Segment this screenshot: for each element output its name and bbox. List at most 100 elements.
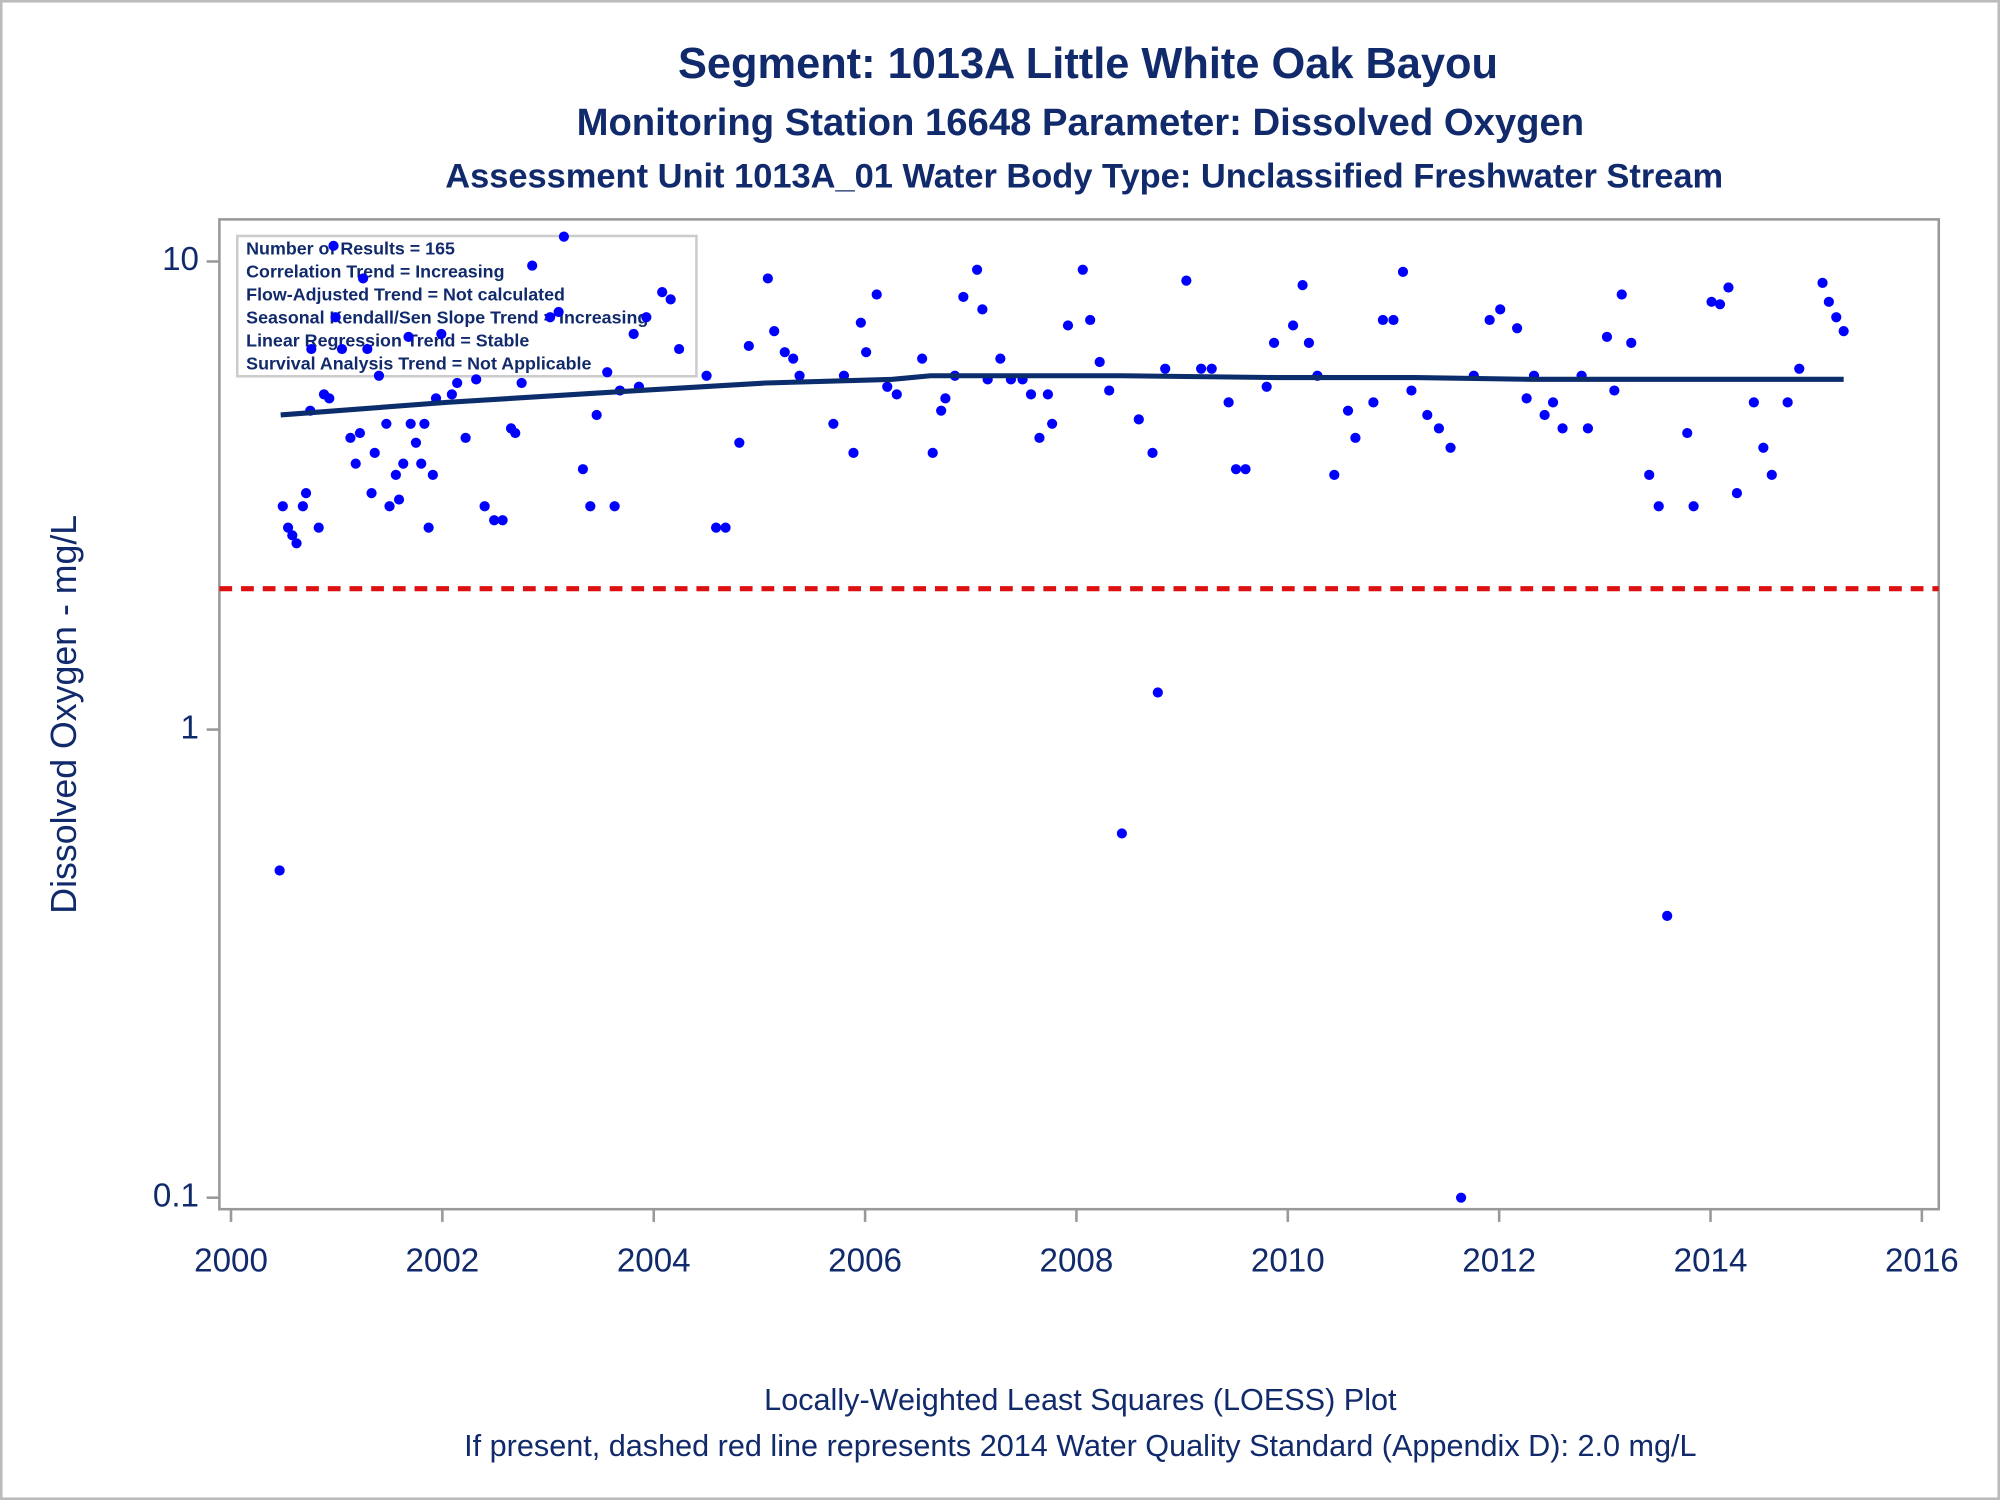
data-point	[861, 347, 872, 358]
data-point	[330, 312, 341, 323]
data-point	[1133, 414, 1144, 425]
data-point	[1094, 356, 1105, 368]
data-point	[1223, 397, 1234, 408]
data-point	[1626, 337, 1637, 348]
data-point	[1582, 423, 1594, 434]
data-point	[436, 328, 447, 340]
data-point	[1303, 337, 1315, 348]
data-point	[446, 389, 457, 400]
data-point	[1495, 304, 1506, 315]
data-point	[1062, 320, 1074, 331]
data-point	[1758, 442, 1769, 453]
data-point	[1714, 299, 1726, 310]
data-point	[460, 432, 471, 443]
data-point	[287, 530, 298, 541]
data-point	[381, 418, 392, 429]
data-point	[779, 347, 790, 358]
data-point	[297, 501, 308, 512]
data-point	[300, 488, 312, 499]
data-point	[1377, 314, 1389, 326]
data-point	[1831, 312, 1842, 323]
data-point	[1653, 501, 1664, 512]
data-point	[1034, 432, 1045, 443]
data-point	[794, 370, 805, 381]
data-point	[1731, 488, 1743, 499]
chart-title: Segment: 1013A Little White Oak Bayou	[678, 40, 1498, 88]
data-point	[1422, 409, 1433, 421]
data-point	[657, 287, 668, 298]
data-point	[591, 409, 602, 421]
data-point	[1268, 337, 1280, 348]
data-point	[366, 488, 377, 499]
data-point	[1104, 385, 1115, 396]
data-point	[471, 374, 482, 385]
data-point	[940, 393, 951, 404]
x-tick-label: 2014	[1674, 1243, 1748, 1280]
annotation: Seasonal Kendall/Sen Slope Trend = Incre…	[246, 308, 648, 328]
y-tick-label: 1	[181, 709, 199, 746]
data-point	[628, 328, 639, 340]
data-point	[1206, 363, 1217, 374]
x-tick-label: 2010	[1251, 1243, 1325, 1280]
footnote: Locally-Weighted Least Squares (LOESS) P…	[764, 1383, 1397, 1417]
data-point	[1261, 381, 1272, 392]
data-point	[313, 522, 324, 533]
data-point	[410, 437, 422, 448]
data-point	[1748, 397, 1759, 408]
data-point	[1782, 397, 1793, 408]
data-point	[1287, 320, 1299, 331]
loess-line	[280, 373, 1844, 418]
data-point	[585, 501, 596, 512]
data-point	[1723, 282, 1734, 293]
data-point	[416, 458, 427, 469]
annotation: Correlation Trend = Increasing	[246, 262, 504, 282]
data-point	[734, 437, 745, 448]
data-point	[602, 367, 613, 378]
data-point	[1547, 397, 1559, 408]
data-point	[497, 515, 508, 526]
data-point	[452, 377, 463, 389]
data-point	[369, 447, 380, 458]
data-point	[1521, 393, 1532, 404]
data-point	[673, 343, 685, 355]
data-point	[971, 264, 983, 275]
data-point	[1025, 389, 1037, 400]
footnote: If present, dashed red line represents 2…	[464, 1429, 1696, 1463]
data-point	[882, 381, 893, 392]
data-point	[1823, 296, 1834, 307]
data-point	[1817, 277, 1828, 288]
data-point	[350, 458, 361, 469]
data-point	[1350, 432, 1361, 443]
data-point	[891, 389, 902, 400]
data-point	[489, 515, 500, 526]
data-point	[384, 501, 395, 512]
data-point	[419, 418, 430, 429]
data-point	[609, 501, 620, 512]
x-tick-label: 2016	[1885, 1243, 1959, 1280]
data-point	[1644, 469, 1655, 480]
data-point	[1539, 409, 1550, 421]
data-point	[390, 469, 401, 480]
data-point	[1397, 266, 1409, 278]
data-point	[743, 340, 754, 352]
data-point	[665, 294, 676, 305]
data-point	[828, 418, 839, 429]
data-point	[1196, 363, 1207, 374]
annotation: Number of Results = 165	[246, 239, 455, 259]
data-point	[427, 469, 438, 480]
data-point	[762, 273, 773, 284]
data-point	[405, 418, 416, 429]
data-point	[1388, 314, 1399, 326]
data-point	[1116, 828, 1127, 839]
data-point	[958, 291, 969, 303]
data-point	[1794, 363, 1805, 374]
data-point	[1484, 314, 1495, 326]
data-point	[479, 501, 490, 512]
x-tick-label: 2000	[194, 1243, 268, 1280]
data-point	[848, 447, 859, 458]
data-point	[345, 432, 356, 443]
chart-subtitle: Assessment Unit 1013A_01 Water Body Type…	[445, 158, 1723, 196]
data-point	[1616, 289, 1627, 300]
data-point	[1240, 464, 1251, 475]
